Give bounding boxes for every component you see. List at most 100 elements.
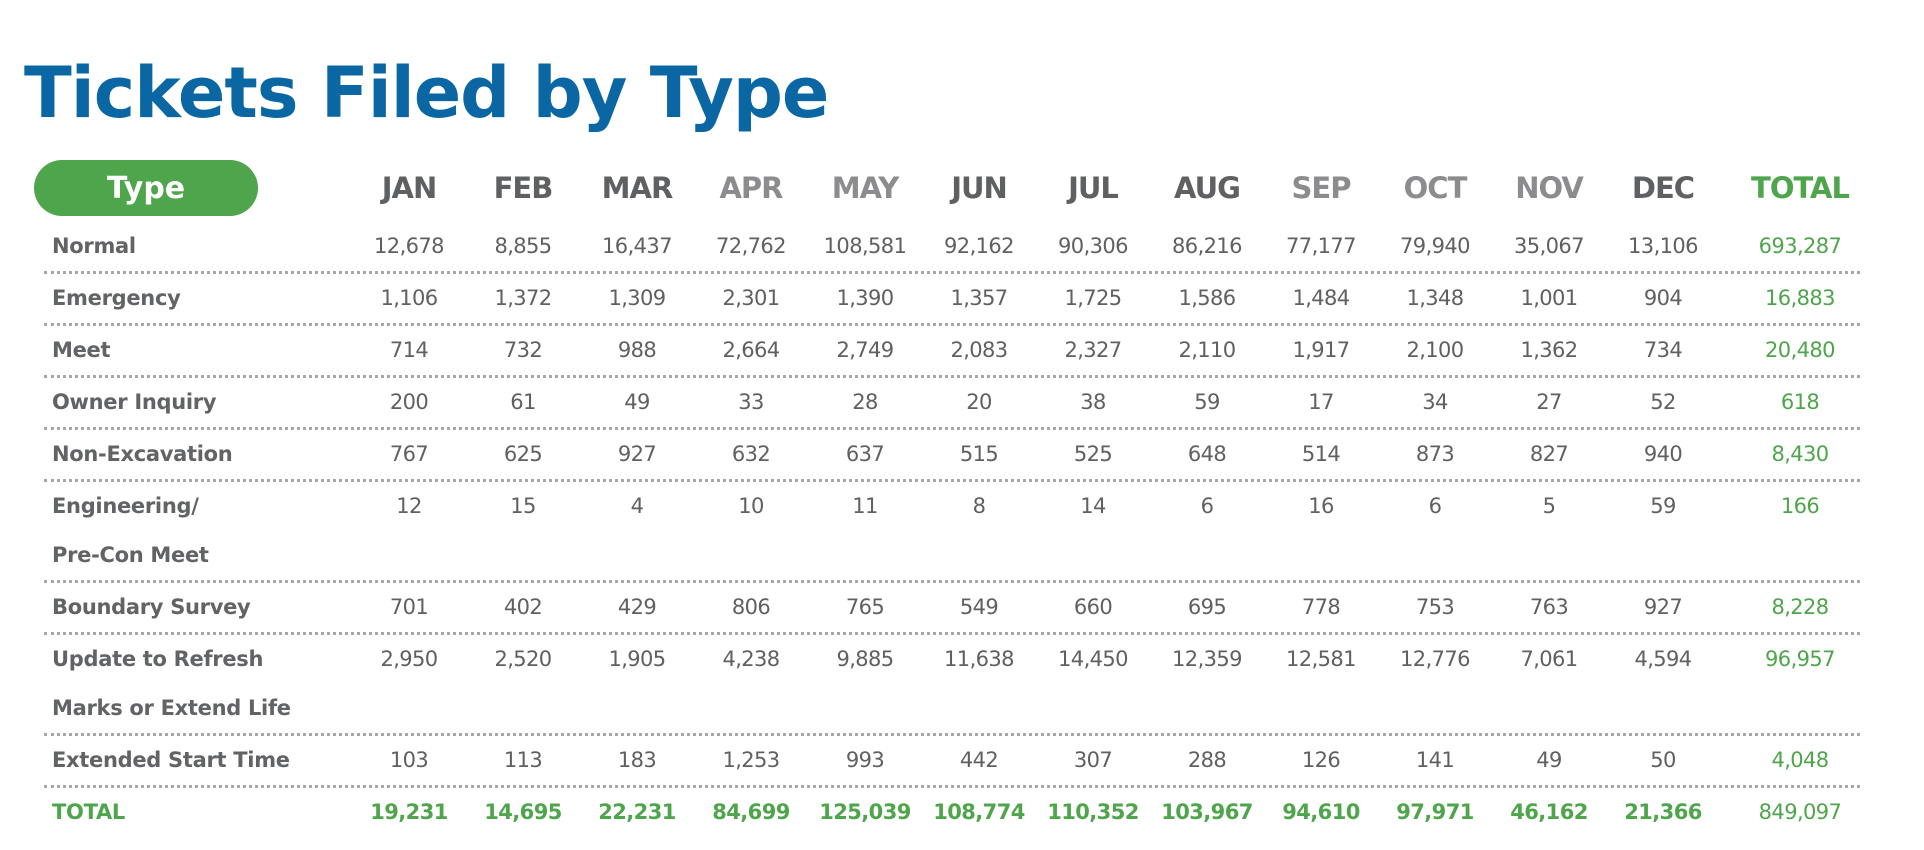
table-cell: 732 xyxy=(503,338,543,362)
table-cell: 767 xyxy=(389,442,429,466)
table-cell: 2,301 xyxy=(722,286,780,310)
table-cell: 2,083 xyxy=(950,338,1008,362)
month-header-nov: NOV xyxy=(1515,171,1584,205)
table-cell: 17 xyxy=(1308,390,1334,414)
table-cell: 59 xyxy=(1650,494,1676,518)
grand-total-cell: 849,097 xyxy=(1758,800,1842,824)
row-label: Owner Inquiry xyxy=(44,378,352,427)
table-cell: 9,885 xyxy=(836,647,894,671)
month-header-jul: JUL xyxy=(1068,171,1119,205)
table-row: Owner Inquiry 200 61 49 33 28 20 38 59 17 34 27 52 61… xyxy=(44,378,1860,430)
month-header-apr: APR xyxy=(719,171,783,205)
table-cell: 7,061 xyxy=(1520,647,1578,671)
table-cell: 1,309 xyxy=(608,286,666,310)
table-cell: 200 xyxy=(389,390,429,414)
table-cell: 6 xyxy=(1200,494,1214,518)
totals-cell: 125,039 xyxy=(819,800,911,824)
table-cell: 632 xyxy=(731,442,771,466)
table-cell: 8 xyxy=(972,494,986,518)
table-cell: 637 xyxy=(845,442,885,466)
table-cell: 77,177 xyxy=(1286,234,1356,258)
table-cell: 38 xyxy=(1080,390,1106,414)
table-cell: 33 xyxy=(738,390,764,414)
table-cell: 2,327 xyxy=(1064,338,1122,362)
row-total-cell: 618 xyxy=(1780,390,1820,414)
row-label-line: Non-Excavation xyxy=(52,442,233,466)
table-cell: 8,855 xyxy=(494,234,552,258)
table-cell: 1,362 xyxy=(1520,338,1578,362)
table-cell: 4,594 xyxy=(1634,647,1692,671)
table-cell: 873 xyxy=(1415,442,1455,466)
totals-cell: 22,231 xyxy=(598,800,676,824)
table-cell: 11 xyxy=(852,494,878,518)
row-label-line: Boundary Survey xyxy=(52,595,251,619)
row-label: Normal xyxy=(44,222,352,271)
table-cell: 402 xyxy=(503,595,543,619)
table-cell: 12,359 xyxy=(1172,647,1242,671)
totals-cell: 21,366 xyxy=(1624,800,1702,824)
month-header-sep: SEP xyxy=(1291,171,1352,205)
table-cell: 2,664 xyxy=(722,338,780,362)
table-cell: 514 xyxy=(1301,442,1341,466)
month-header-jan: JAN xyxy=(381,171,438,205)
table-cell: 993 xyxy=(845,748,885,772)
table-cell: 6 xyxy=(1428,494,1442,518)
table-cell: 61 xyxy=(510,390,536,414)
table-cell: 86,216 xyxy=(1172,234,1242,258)
table-row: Update to Refresh Marks or Extend Life 2,9… xyxy=(44,635,1860,736)
table-cell: 92,162 xyxy=(944,234,1014,258)
table-cell: 288 xyxy=(1187,748,1227,772)
row-label-line: Emergency xyxy=(52,286,181,310)
row-total-cell: 693,287 xyxy=(1758,234,1842,258)
table-cell: 72,762 xyxy=(716,234,786,258)
table-cell: 1,372 xyxy=(494,286,552,310)
table-cell: 10 xyxy=(738,494,764,518)
table-cell: 141 xyxy=(1415,748,1455,772)
table-cell: 2,110 xyxy=(1178,338,1236,362)
table-cell: 927 xyxy=(617,442,657,466)
table-row: Boundary Survey 701 402 429 806 765 549 660 695 7… xyxy=(44,583,1860,635)
table-row: Extended Start Time 103 113 183 1,253 993 442 3… xyxy=(44,736,1860,788)
totals-cell: 108,774 xyxy=(933,800,1025,824)
table-cell: 16 xyxy=(1308,494,1334,518)
row-total-cell: 8,430 xyxy=(1771,442,1829,466)
table-header-row: Type JAN FEB MAR APR MAY JUN JUL AUG SEP OCT NOV DE… xyxy=(34,160,1860,216)
table-row: Engineering/Pre-Con Meet 12 15 4 10 11 8 14 6 16 6… xyxy=(44,482,1860,583)
month-header-may: MAY xyxy=(831,171,900,205)
table-cell: 12,678 xyxy=(374,234,444,258)
table-cell: 79,940 xyxy=(1400,234,1470,258)
table-cell: 13,106 xyxy=(1628,234,1698,258)
table-cell: 15 xyxy=(510,494,536,518)
table-cell: 827 xyxy=(1529,442,1569,466)
table-cell: 429 xyxy=(617,595,657,619)
row-total-cell: 4,048 xyxy=(1771,748,1829,772)
table-cell: 34 xyxy=(1422,390,1448,414)
table-cell: 90,306 xyxy=(1058,234,1128,258)
table-cell: 625 xyxy=(503,442,543,466)
row-label: Boundary Survey xyxy=(44,583,352,632)
row-label: Extended Start Time xyxy=(44,736,352,785)
table-cell: 16,437 xyxy=(602,234,672,258)
table-cell: 1,725 xyxy=(1064,286,1122,310)
table-row: Emergency 1,106 1,372 1,309 2,301 1,390 1,357 1… xyxy=(44,274,1860,326)
month-header-dec: DEC xyxy=(1631,171,1695,205)
table-cell: 763 xyxy=(1529,595,1569,619)
table-row: Non-Excavation 767 625 927 632 637 515 525 648 51… xyxy=(44,430,1860,482)
table-cell: 927 xyxy=(1643,595,1683,619)
table-row: Meet 714 732 988 2,664 2,749 2,083 2,327 2,110 1,… xyxy=(44,326,1860,378)
table-cell: 648 xyxy=(1187,442,1227,466)
table-cell: 11,638 xyxy=(944,647,1014,671)
table-cell: 525 xyxy=(1073,442,1113,466)
table-cell: 1,357 xyxy=(950,286,1008,310)
table-cell: 103 xyxy=(389,748,429,772)
table-cell: 49 xyxy=(1536,748,1562,772)
row-label-line: Engineering/ xyxy=(52,494,199,518)
total-column-header: TOTAL xyxy=(1751,171,1850,205)
table-cell: 50 xyxy=(1650,748,1676,772)
table-cell: 2,100 xyxy=(1406,338,1464,362)
totals-row: TOTAL 19,231 14,695 22,231 84,699 125,039 108,… xyxy=(44,788,1860,837)
table-cell: 734 xyxy=(1643,338,1683,362)
row-label: Meet xyxy=(44,326,352,375)
table-cell: 701 xyxy=(389,595,429,619)
totals-cell: 14,695 xyxy=(484,800,562,824)
